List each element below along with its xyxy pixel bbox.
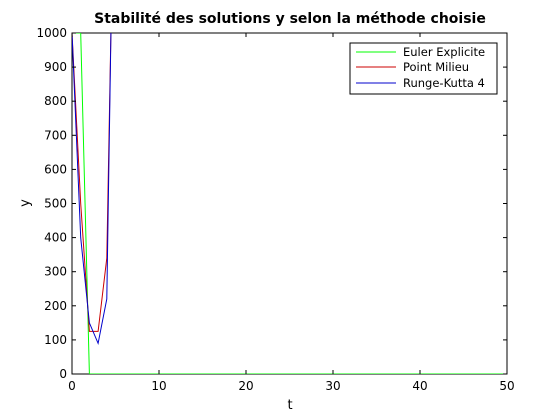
y-tick-label: 900	[44, 60, 67, 74]
y-tick-label: 200	[44, 299, 67, 313]
legend-label-rk4: Runge-Kutta 4	[403, 76, 485, 90]
y-tick-label: 800	[44, 94, 67, 108]
x-tick-label: 50	[499, 379, 514, 393]
x-tick-label: 40	[412, 379, 427, 393]
y-tick-label: 700	[44, 128, 67, 142]
x-axis-label: t	[287, 398, 292, 413]
legend-label-euler: Euler Explicite	[403, 45, 485, 59]
axes-layer: 0 10 20 30 40 5001002003004005006007008009001…	[36, 26, 514, 393]
series-line-runge-kutta-4	[72, 33, 112, 345]
y-tick-label: 300	[44, 265, 67, 279]
legend-label-point-milieu: Point Milieu	[403, 60, 469, 74]
x-tick-label: 20	[238, 379, 253, 393]
legend: Euler Explicite Point Milieu Runge-Kutta…	[349, 42, 498, 95]
x-tick-label: 30	[325, 379, 340, 393]
y-tick-label: 500	[44, 197, 67, 211]
y-tick-label: 600	[44, 162, 67, 176]
series-layer	[72, 33, 507, 374]
x-tick-label: 0	[68, 379, 76, 393]
chart-title: Stabilité des solutions y selon la métho…	[94, 11, 486, 27]
y-tick-label: 1000	[36, 26, 67, 40]
y-axis-label: y	[18, 199, 33, 207]
y-tick-label: 0	[59, 367, 67, 381]
x-tick-label: 10	[151, 379, 166, 393]
y-tick-label: 100	[44, 333, 67, 347]
series-line-point-milieu	[72, 33, 112, 332]
y-tick-label: 400	[44, 231, 67, 245]
